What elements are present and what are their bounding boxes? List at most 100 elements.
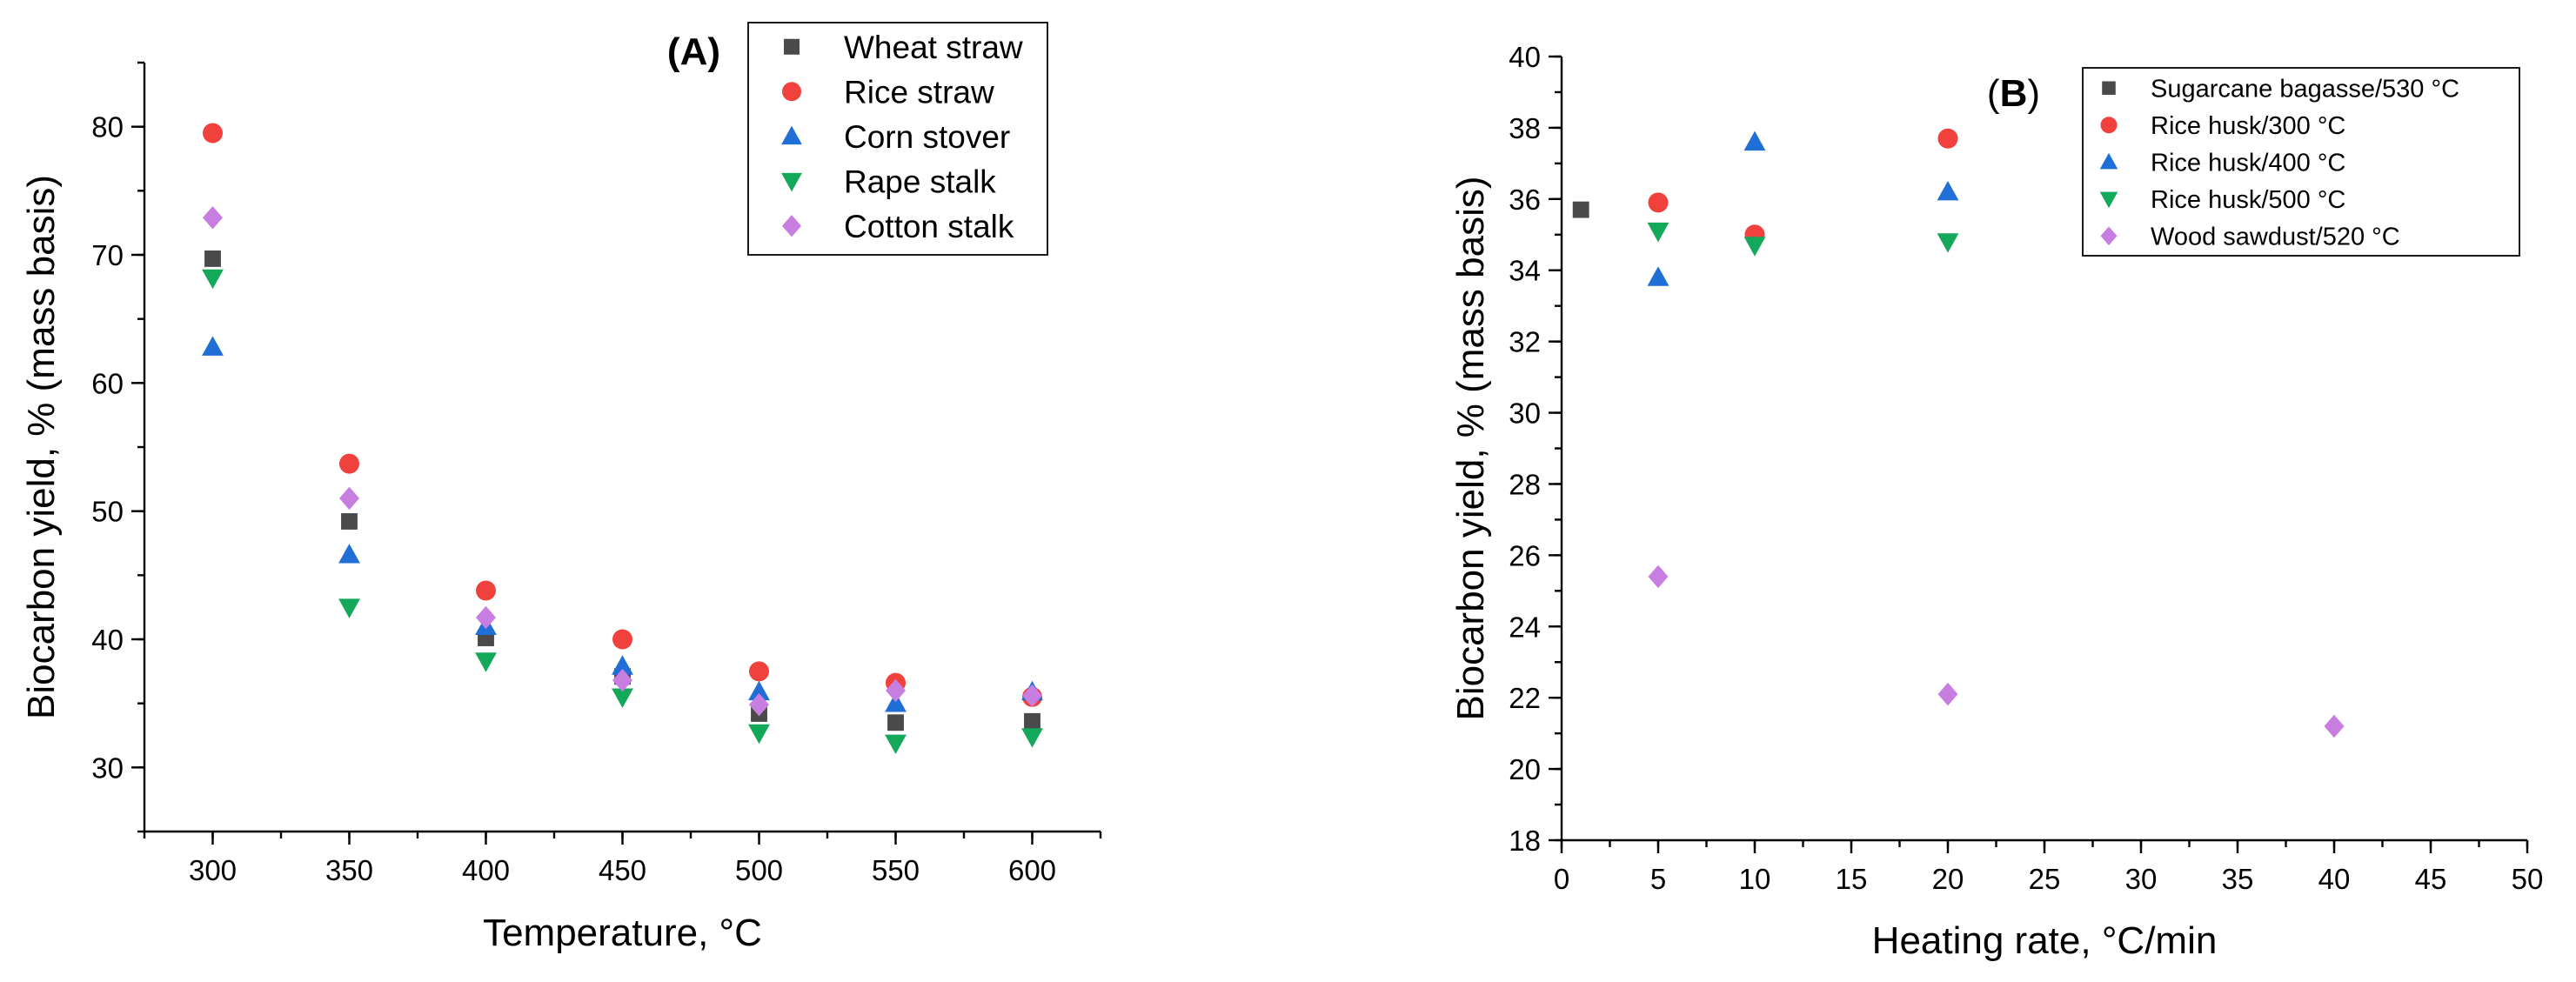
y-tick-label: 28 — [1509, 468, 1541, 500]
data-point-a-circle — [612, 629, 632, 650]
data-point-a-circle — [749, 661, 769, 682]
x-tick-label: 600 — [1008, 854, 1056, 886]
legend-label: Sugarcane bagasse/530 °C — [2151, 76, 2459, 104]
data-point-a-square — [341, 513, 358, 530]
legend-diamond-icon — [782, 215, 801, 237]
legend-triangle_down-icon — [2099, 191, 2118, 209]
legend-circle-icon — [782, 82, 801, 102]
data-point-a-triangle_up — [612, 655, 633, 675]
data-point-a-triangle_down — [338, 598, 360, 618]
data-point-a-circle — [339, 453, 359, 474]
data-point-a-triangle_down — [612, 688, 633, 708]
panel-a-chart: 300 350 400 450 500 550 600 30 40 50 60 70 80 Tempera… — [20, 22, 1102, 954]
data-point-a-triangle_up — [885, 692, 907, 712]
data-point-a-triangle_down — [202, 269, 224, 290]
x-axis-title: Heating rate, °C/min — [1872, 919, 2218, 962]
legend-box — [2082, 67, 2520, 257]
x-tick-label: 45 — [2415, 863, 2447, 895]
data-point-a-diamond — [339, 486, 359, 511]
data-point-a-diamond — [203, 206, 223, 230]
data-point-a-triangle_up — [338, 544, 360, 564]
x-tick-label: 400 — [462, 854, 510, 886]
legend-label: Rice husk/500 °C — [2151, 186, 2345, 214]
x-tick-label: 450 — [599, 854, 646, 886]
data-point-a-diamond — [612, 668, 632, 692]
data-point-b-diamond — [1937, 682, 1958, 706]
y-tick-label: 24 — [1509, 611, 1541, 643]
data-point-a-circle — [476, 580, 496, 601]
y-tick-label: 30 — [91, 752, 124, 784]
x-tick-label: 15 — [1836, 863, 1868, 895]
data-point-a-square — [204, 250, 221, 267]
panel-label: (B) — [1987, 72, 2040, 115]
y-tick-label: 60 — [91, 367, 124, 399]
legend-triangle_down-icon — [781, 172, 802, 192]
y-tick-label: 40 — [91, 624, 124, 656]
y-tick-label: 34 — [1509, 255, 1541, 287]
legend-label: Cotton stalk — [844, 209, 1014, 244]
data-point-a-triangle_up — [202, 336, 224, 356]
x-tick-label: 0 — [1554, 863, 1569, 895]
data-point-b-square — [1572, 201, 1589, 218]
data-point-b-diamond — [2324, 714, 2345, 738]
data-point-b-triangle_down — [1937, 233, 1959, 253]
legend-square-icon — [2102, 81, 2116, 96]
legend-diamond-icon — [2100, 226, 2118, 246]
y-tick-label: 18 — [1509, 825, 1541, 857]
x-axis-title: Temperature, °C — [483, 912, 762, 954]
x-tick-label: 25 — [2029, 863, 2061, 895]
legend-square-icon — [783, 38, 800, 55]
data-point-b-triangle_up — [1647, 266, 1669, 286]
panel-b-chart: 0 5 10 15 20 25 30 35 40 45 50 18 20 22 24 26 28 30 32 34 36… — [1449, 41, 2543, 962]
legend-triangle_up-icon — [2099, 152, 2118, 170]
legend-label: Rice husk/300 °C — [2151, 112, 2345, 140]
data-point-b-triangle_down — [1647, 222, 1669, 243]
y-tick-label: 20 — [1509, 753, 1541, 785]
x-tick-label: 500 — [735, 854, 783, 886]
data-point-a-square — [887, 714, 904, 731]
x-tick-label: 550 — [872, 854, 920, 886]
x-tick-label: 35 — [2222, 863, 2254, 895]
x-tick-label: 30 — [2125, 863, 2158, 895]
legend-label: Wheat straw — [844, 30, 1023, 65]
y-tick-label: 80 — [91, 111, 124, 144]
panel-label: (A) — [667, 30, 720, 73]
y-tick-label: 26 — [1509, 539, 1541, 571]
x-tick-label: 350 — [325, 854, 373, 886]
y-tick-label: 38 — [1509, 112, 1541, 144]
data-point-b-circle — [1937, 128, 1958, 149]
x-tick-label: 20 — [1932, 863, 1964, 895]
y-tick-label: 30 — [1509, 397, 1541, 430]
data-point-a-triangle_down — [748, 724, 770, 745]
y-axis-title: Biocarbon yield, % (mass basis) — [20, 175, 63, 719]
legend-triangle_up-icon — [781, 125, 802, 145]
data-point-a-square — [1024, 712, 1040, 730]
data-point-a-triangle_up — [748, 680, 770, 701]
y-tick-label: 22 — [1509, 682, 1541, 714]
legend-label: Corn stover — [844, 119, 1010, 155]
legend-label: Rice straw — [844, 75, 994, 110]
legend-label: Rape stalk — [844, 164, 996, 200]
data-point-a-circle — [203, 123, 223, 144]
data-point-a-diamond — [886, 678, 906, 703]
data-point-b-triangle_down — [1743, 237, 1766, 257]
data-point-a-triangle_down — [475, 652, 497, 672]
y-tick-label: 50 — [91, 496, 124, 528]
x-tick-label: 10 — [1739, 863, 1771, 895]
y-axis-title: Biocarbon yield, % (mass basis) — [1449, 176, 1492, 720]
data-point-a-triangle_down — [885, 734, 907, 754]
data-point-b-circle — [1648, 192, 1669, 213]
x-tick-label: 5 — [1650, 863, 1666, 895]
x-tick-label: 50 — [2512, 863, 2544, 895]
data-point-b-triangle_up — [1937, 180, 1959, 201]
y-tick-label: 40 — [1509, 41, 1541, 73]
legend-label: Rice husk/400 °C — [2151, 150, 2345, 177]
y-tick-label: 70 — [91, 239, 124, 271]
data-point-a-diamond — [749, 692, 769, 717]
data-point-a-triangle_down — [1021, 728, 1043, 748]
x-tick-label: 40 — [2318, 863, 2351, 895]
data-point-a-diamond — [1022, 684, 1042, 708]
data-point-b-triangle_up — [1743, 130, 1766, 151]
x-tick-label: 300 — [189, 854, 237, 886]
